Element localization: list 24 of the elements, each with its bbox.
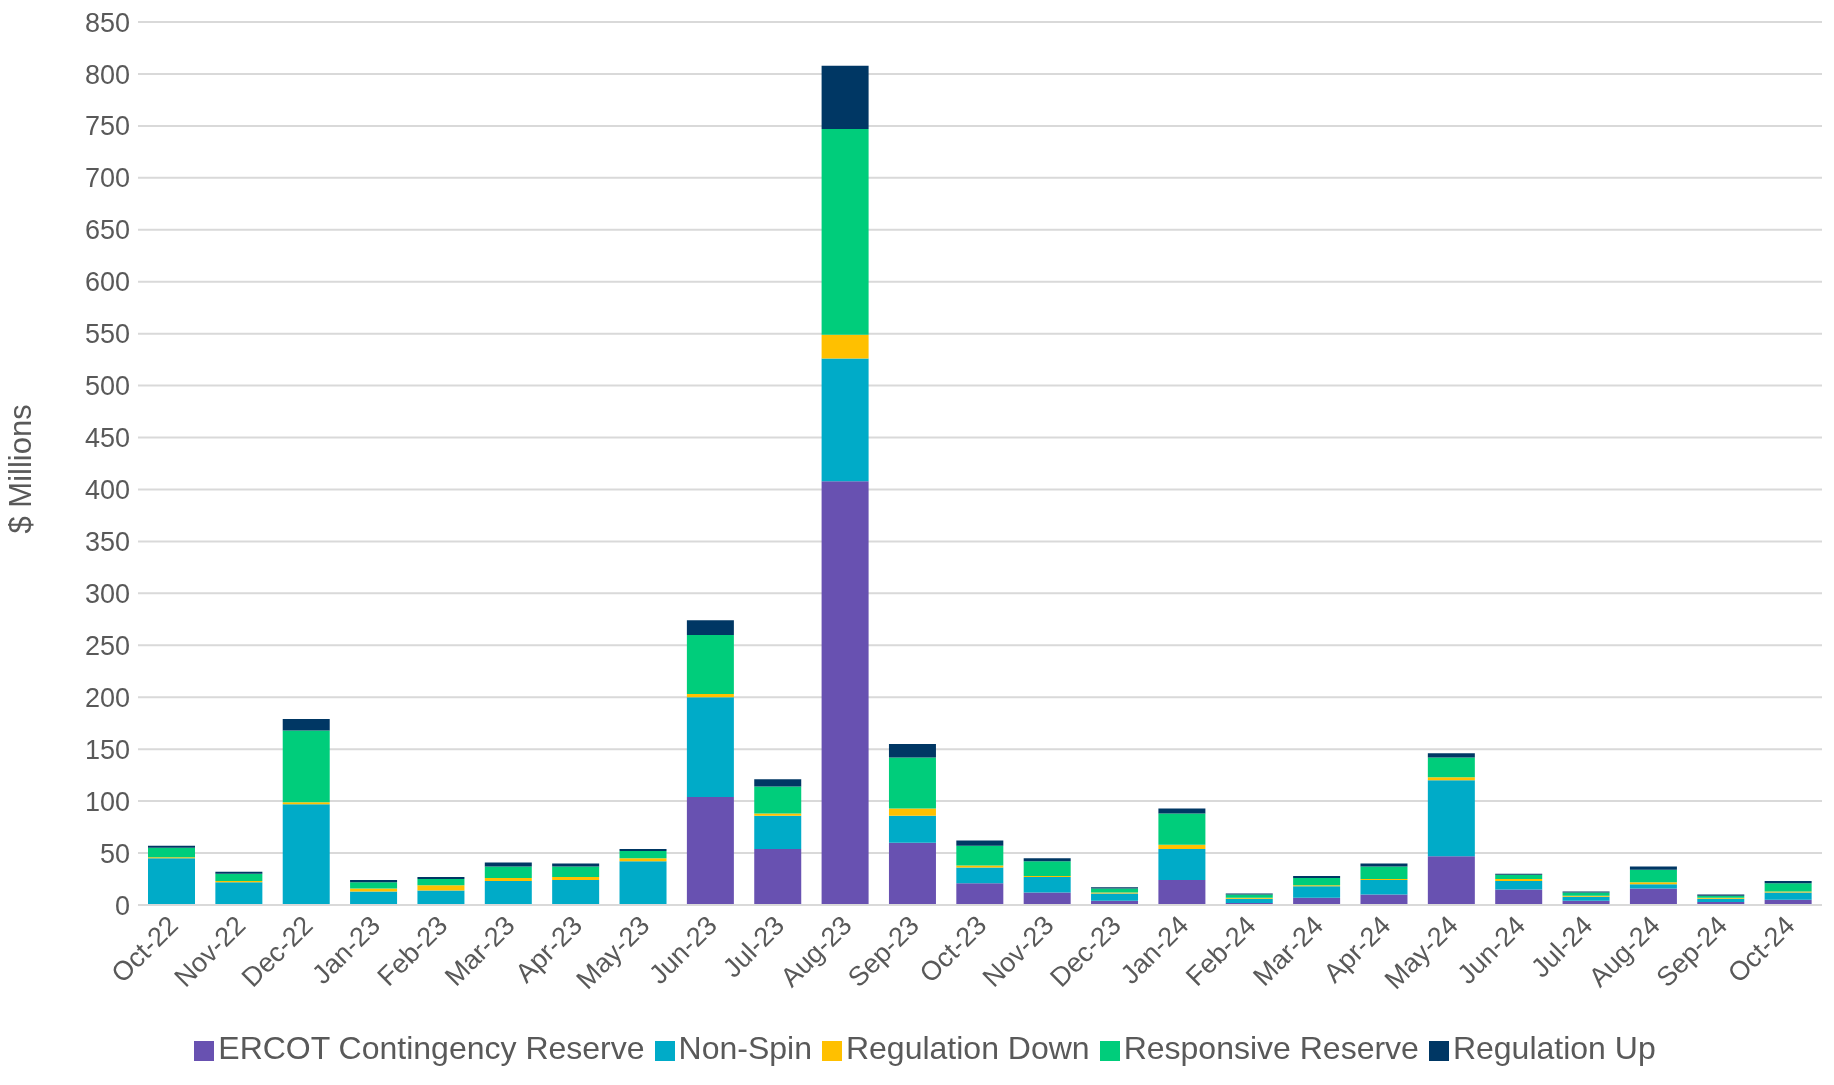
y-axis-title: $ Millions <box>3 404 39 534</box>
y-tick-label: 800 <box>84 59 130 90</box>
y-tick-label: 500 <box>84 371 130 402</box>
legend-label: Regulation Down <box>845 1030 1090 1066</box>
legend-label: Responsive Reserve <box>1123 1030 1419 1066</box>
legend-label: ERCOT Contingency Reserve <box>218 1030 645 1066</box>
legend-label: Non-Spin <box>678 1030 812 1066</box>
y-tick-label: 700 <box>84 163 130 194</box>
y-tick-label: 600 <box>84 267 130 298</box>
y-tick-label: 100 <box>84 786 130 817</box>
y-tick-label: 150 <box>84 734 130 765</box>
y-tick-label: 250 <box>84 630 130 661</box>
y-tick-label: 50 <box>99 838 130 869</box>
y-tick-label: 400 <box>84 475 130 506</box>
y-tick-label: 300 <box>84 578 130 609</box>
y-tick-label: 350 <box>84 527 130 557</box>
y-tick-label: 550 <box>84 319 130 350</box>
y-tick-label: 200 <box>84 682 130 713</box>
y-tick-label: 850 <box>84 7 130 38</box>
y-tick-label: 450 <box>84 423 130 454</box>
y-tick-label: 0 <box>114 890 130 921</box>
y-tick-label: 650 <box>84 215 130 246</box>
legend-label: Regulation Up <box>1452 1030 1656 1066</box>
y-tick-label: 750 <box>84 111 130 142</box>
